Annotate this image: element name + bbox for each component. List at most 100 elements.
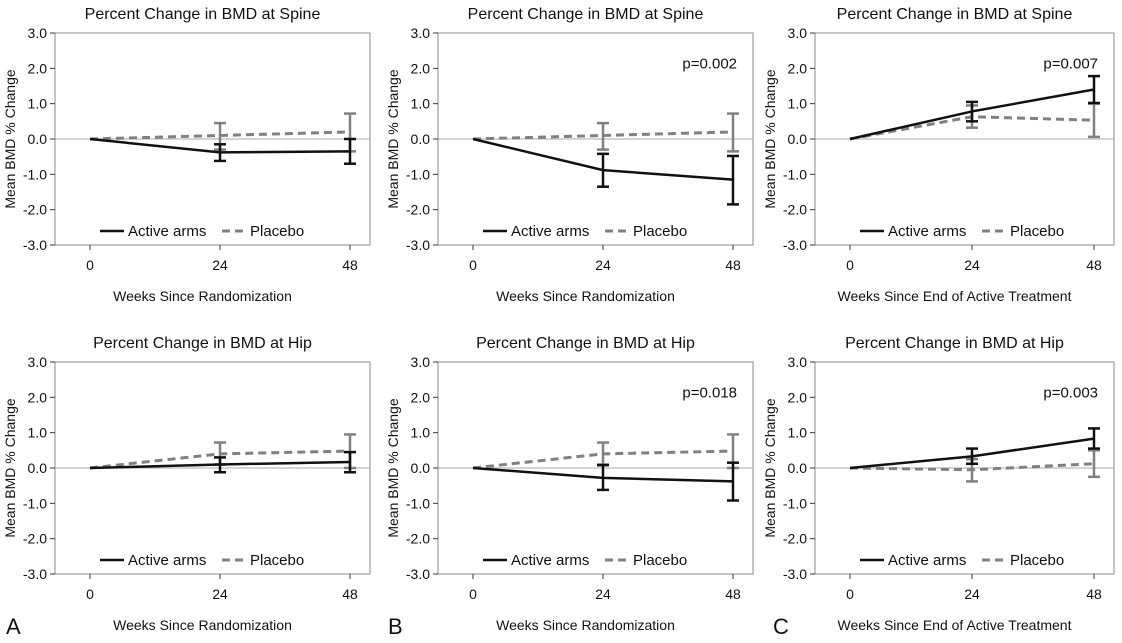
y-tick-label: -1.0	[783, 495, 807, 511]
chart-panel-3: Percent Change in BMD at Spine -3.0 -2.0 -1…	[762, 6, 1115, 304]
y-tick-label: -1.0	[406, 166, 430, 182]
legend: Active arms Placebo	[483, 552, 687, 569]
y-tick-label: 3.0	[28, 354, 48, 370]
y-tick-label: 2.0	[28, 60, 48, 76]
p-value-annotation: p=0.007	[1043, 55, 1098, 72]
chart-panel-6: Percent Change in BMD at Hip -3.0 -2.0 -1.0…	[762, 335, 1115, 633]
legend-label-active-arms: Active arms	[888, 223, 966, 240]
y-tick-label: 3.0	[411, 25, 431, 41]
x-tick-label: 0	[846, 257, 854, 273]
x-axis-label: Weeks Since End of Active Treatment	[838, 617, 1072, 633]
x-tick-label: 48	[725, 257, 741, 273]
y-tick-label: 2.0	[788, 60, 808, 76]
y-tick-label: -3.0	[23, 237, 47, 253]
x-tick-label: 0	[469, 586, 477, 602]
y-axis-label: Mean BMD % Change	[2, 398, 18, 538]
y-tick-label: -1.0	[23, 495, 47, 511]
x-tick-label: 24	[212, 257, 228, 273]
chart-panel-2: Percent Change in BMD at Spine -3.0 -2.0 -1…	[385, 6, 754, 304]
y-tick-label: 2.0	[28, 389, 48, 405]
y-tick-label: -3.0	[406, 566, 430, 582]
series-active-arms	[89, 450, 356, 474]
y-tick-label: 0.0	[788, 131, 808, 147]
x-tick-label: 0	[469, 257, 477, 273]
y-tick-label: 1.0	[788, 96, 808, 112]
y-tick-label: 3.0	[411, 354, 431, 370]
y-tick-label: 2.0	[411, 389, 431, 405]
y-tick-label: 1.0	[411, 425, 431, 441]
legend: Active arms Placebo	[860, 223, 1064, 240]
p-value-annotation: p=0.003	[1043, 384, 1098, 401]
legend-label-placebo: Placebo	[1010, 552, 1064, 569]
chart-panel-4: Percent Change in BMD at Hip -3.0 -2.0 -1.0…	[2, 335, 371, 633]
y-tick-label: 1.0	[411, 96, 431, 112]
y-tick-label: 0.0	[788, 460, 808, 476]
y-tick-label: -1.0	[23, 166, 47, 182]
legend-label-active-arms: Active arms	[511, 552, 589, 569]
x-tick-label: 0	[86, 257, 94, 273]
chart-title: Percent Change in BMD at Spine	[468, 6, 704, 23]
y-tick-label: 3.0	[788, 25, 808, 41]
y-tick-label: 2.0	[411, 60, 431, 76]
chart-title: Percent Change in BMD at Hip	[476, 335, 695, 352]
chart-title: Percent Change in BMD at Hip	[845, 335, 1064, 352]
legend-label-placebo: Placebo	[250, 552, 304, 569]
x-tick-label: 48	[342, 257, 358, 273]
x-axis-label: Weeks Since Randomization	[113, 288, 292, 304]
x-tick-label: 48	[725, 586, 741, 602]
y-tick-label: 3.0	[788, 354, 808, 370]
panel-letter-b: B	[388, 614, 403, 638]
chart-panel-5: Percent Change in BMD at Hip -3.0 -2.0 -1.0…	[385, 335, 754, 633]
chart-title: Percent Change in BMD at Hip	[93, 335, 312, 352]
legend-label-placebo: Placebo	[633, 223, 687, 240]
series-placebo	[472, 112, 739, 153]
y-tick-label: -3.0	[783, 237, 807, 253]
chart-panel-1: Percent Change in BMD at Spine -3.0 -2.0 -1…	[2, 6, 371, 304]
y-tick-label: -1.0	[406, 495, 430, 511]
x-tick-label: 24	[964, 257, 980, 273]
y-tick-label: -2.0	[406, 531, 430, 547]
y-axis-label: Mean BMD % Change	[762, 398, 778, 538]
x-tick-label: 24	[964, 586, 980, 602]
series-active-arms	[89, 137, 356, 165]
y-tick-label: -2.0	[406, 202, 430, 218]
legend-label-active-arms: Active arms	[128, 552, 206, 569]
x-axis-label: Weeks Since End of Active Treatment	[838, 288, 1072, 304]
p-value-annotation: p=0.018	[682, 384, 737, 401]
series-active-arms	[472, 461, 739, 502]
y-tick-label: -2.0	[783, 202, 807, 218]
legend-label-placebo: Placebo	[1010, 223, 1064, 240]
x-tick-label: 48	[342, 586, 358, 602]
y-tick-label: 0.0	[411, 460, 431, 476]
x-tick-label: 24	[595, 586, 611, 602]
y-tick-label: -3.0	[406, 237, 430, 253]
y-tick-label: 2.0	[788, 389, 808, 405]
x-tick-label: 0	[86, 586, 94, 602]
chart-title: Percent Change in BMD at Spine	[85, 6, 321, 23]
x-axis-label: Weeks Since Randomization	[496, 288, 675, 304]
x-tick-label: 24	[595, 257, 611, 273]
chart-title: Percent Change in BMD at Spine	[837, 6, 1073, 23]
series-active-arms	[849, 74, 1100, 141]
y-tick-label: 1.0	[28, 425, 48, 441]
x-tick-label: 0	[846, 586, 854, 602]
legend-label-placebo: Placebo	[633, 552, 687, 569]
y-tick-label: 0.0	[28, 460, 48, 476]
legend-label-active-arms: Active arms	[888, 552, 966, 569]
x-axis-label: Weeks Since Randomization	[113, 617, 292, 633]
series-active-arms	[849, 427, 1100, 470]
y-tick-label: 3.0	[28, 25, 48, 41]
x-tick-label: 48	[1086, 586, 1102, 602]
y-axis-label: Mean BMD % Change	[762, 69, 778, 209]
y-tick-label: -3.0	[783, 566, 807, 582]
y-tick-label: 0.0	[411, 131, 431, 147]
y-tick-label: 1.0	[788, 425, 808, 441]
y-tick-label: -1.0	[783, 166, 807, 182]
y-axis-label: Mean BMD % Change	[385, 69, 401, 209]
x-tick-label: 48	[1086, 257, 1102, 273]
y-tick-label: -3.0	[23, 566, 47, 582]
series-placebo	[89, 112, 356, 153]
legend: Active arms Placebo	[860, 552, 1064, 569]
series-placebo	[472, 433, 739, 470]
